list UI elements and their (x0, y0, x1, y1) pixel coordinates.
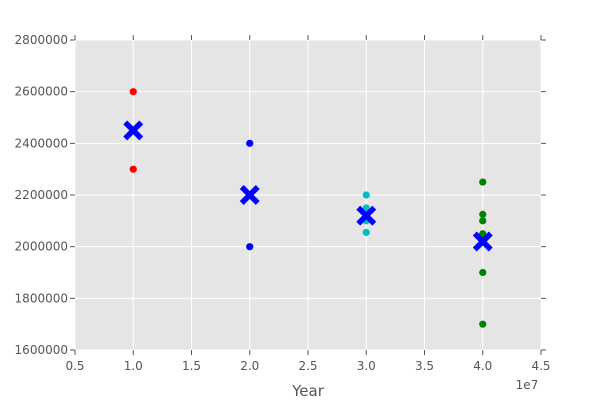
centroid-x-stroke (239, 185, 260, 205)
centroid-x-marker (123, 120, 144, 141)
data-point (479, 230, 487, 238)
data-point (246, 243, 254, 251)
data-point (479, 268, 487, 277)
data-point (246, 139, 254, 147)
x-tick-label: 1.5 (182, 359, 201, 373)
y-tick-label: 2200000 (15, 188, 68, 202)
data-points (123, 88, 493, 328)
tick-labels: 0.5 1.0 1.5 2.0 2.5 3.0 3.5 4.0 4.5 1600000 180000… (15, 33, 551, 373)
x-tick-label: 0.5 (65, 359, 84, 373)
centroid-x-stroke (123, 120, 144, 141)
axis-ticks (70, 35, 546, 355)
x-tick-label: 2.0 (240, 359, 259, 373)
centroid-x-marker (356, 205, 377, 226)
centroid-x-marker (239, 185, 260, 205)
x-axis-offset-label: 1e7 (516, 378, 539, 392)
centroid-x-stroke (472, 231, 493, 252)
centroid-x-stroke (356, 205, 377, 226)
y-tick-label: 2400000 (15, 136, 68, 150)
x-tick-label: 4.5 (531, 359, 550, 373)
data-point (362, 204, 370, 212)
y-tick-label: 1800000 (15, 291, 68, 305)
y-tick-label: 2600000 (15, 85, 68, 99)
data-point (479, 320, 487, 328)
data-point (479, 178, 487, 186)
data-point (129, 165, 137, 173)
data-point (129, 88, 137, 96)
x-tick-label: 2.5 (298, 359, 317, 373)
data-point (362, 228, 370, 237)
x-tick-label: 3.0 (357, 359, 376, 373)
y-tick-label: 2000000 (15, 240, 68, 254)
x-tick-label: 4.0 (473, 359, 492, 373)
y-tick-label: 1600000 (15, 343, 68, 357)
x-tick-label: 1.0 (124, 359, 143, 373)
data-point (479, 217, 487, 225)
data-point (479, 210, 487, 218)
x-tick-label: 3.5 (415, 359, 434, 373)
data-point (362, 191, 370, 199)
centroid-x-marker (472, 231, 493, 252)
y-tick-label: 2800000 (15, 33, 68, 47)
x-axis-label: Year (291, 382, 325, 400)
